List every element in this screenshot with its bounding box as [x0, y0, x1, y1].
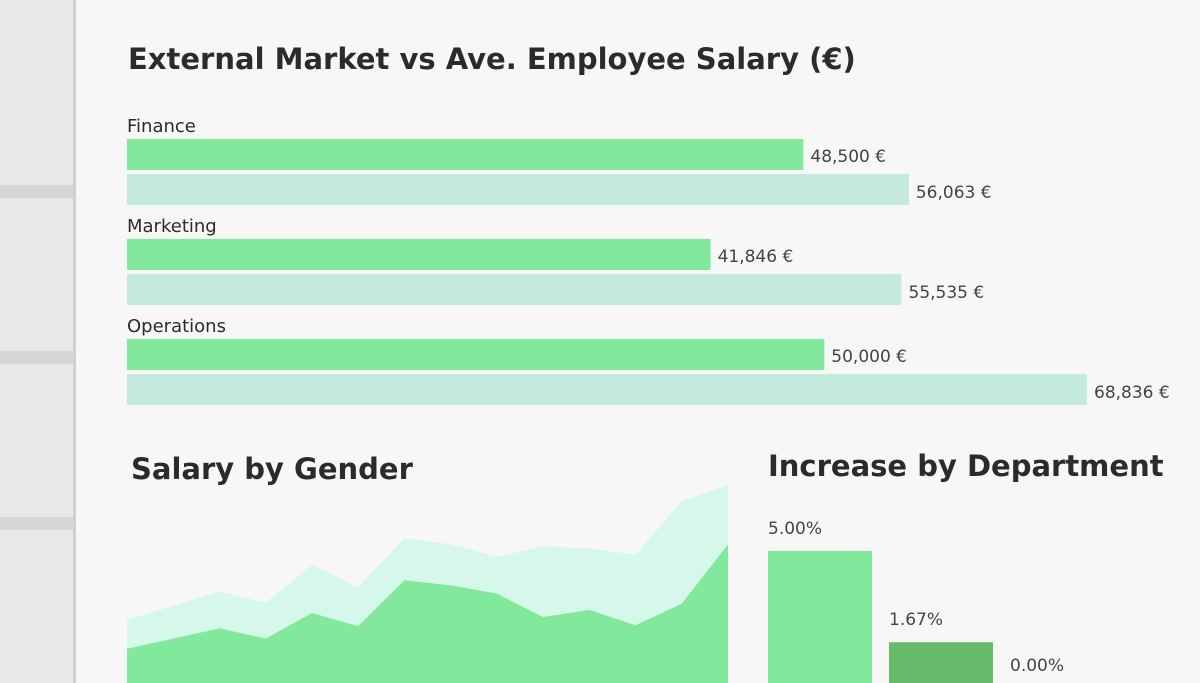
- value-label: 48,500 €: [810, 147, 886, 167]
- sidebar-divider: [0, 517, 75, 530]
- value-label: 1.67%: [889, 610, 943, 630]
- value-label: 56,063 €: [916, 183, 992, 203]
- sidebar: [0, 0, 75, 683]
- category-label: Marketing: [127, 216, 217, 237]
- sidebar-edge: [73, 0, 76, 683]
- bar: [768, 551, 872, 683]
- bar: [127, 374, 1087, 405]
- bar: [127, 174, 909, 205]
- bar: [127, 239, 711, 270]
- value-label: 5.00%: [768, 519, 822, 539]
- sidebar-divider: [0, 185, 75, 198]
- category-label: Operations: [127, 316, 226, 337]
- bar: [889, 642, 993, 683]
- sidebar-divider: [0, 351, 75, 364]
- area: [127, 544, 728, 683]
- bar: [127, 339, 825, 370]
- value-label: 68,836 €: [1094, 383, 1170, 403]
- chart-title: External Market vs Ave. Employee Salary …: [128, 42, 856, 76]
- category-label: Finance: [127, 116, 196, 137]
- value-label: 41,846 €: [718, 247, 794, 267]
- bar: [127, 274, 902, 305]
- value-label: 0.00%: [1010, 656, 1064, 676]
- value-label: 55,535 €: [909, 283, 985, 303]
- chart-title: Salary by Gender: [131, 452, 414, 486]
- bar: [127, 139, 804, 170]
- value-label: 50,000 €: [831, 347, 907, 367]
- chart-title: Increase by Department: [768, 449, 1164, 483]
